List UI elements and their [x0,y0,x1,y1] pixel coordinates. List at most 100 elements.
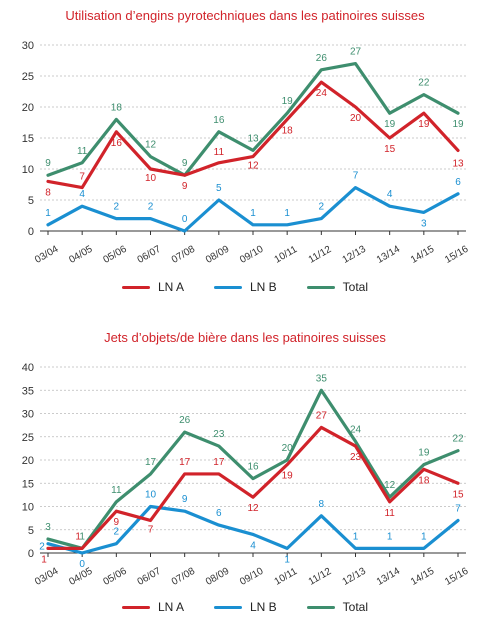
data-label-lna: 19 [418,119,430,130]
series-line-lna [46,80,460,190]
data-label-lna: 15 [384,144,396,155]
data-label-lnb: 4 [79,189,85,200]
data-label-lna: 13 [452,158,464,169]
data-label-lna: 12 [247,161,259,172]
data-label-total: 22 [418,78,430,89]
data-label-total: 19 [452,119,464,130]
legend-label-lna: LN A [157,280,184,294]
legend-label-lnb: LN B [249,600,277,614]
data-label-lnb: 2 [148,202,154,213]
legend-swatch-total [306,285,335,289]
x-tick-label: 15/16 [443,244,471,266]
data-label-total: 9 [45,158,51,169]
data-label-lna: 1 [75,531,81,542]
x-tick-label: 09/10 [238,244,266,266]
series-line-lna [46,425,460,550]
data-label-lna: 17 [213,457,225,468]
x-tick-label: 03/04 [33,566,61,588]
x-tick-label: 06/07 [136,566,164,588]
y-tick-label: 20 [22,102,34,114]
data-label-lna: 11 [214,147,225,158]
x-tick-label: 05/06 [101,244,129,266]
data-label-total: 11 [111,485,122,496]
x-tick-label: 14/15 [409,244,437,266]
data-label-lna: 23 [350,452,362,463]
data-label-lna: 9 [182,181,188,192]
data-label-lnb: 9 [182,494,188,505]
legend-label-total: Total [342,600,369,614]
x-tick-label: 13/14 [375,244,403,266]
data-label-lna: 18 [418,475,430,486]
series-line-lnb [46,504,460,555]
legend-item-lnb: LN B [213,600,277,614]
x-tick-label: 08/09 [204,566,232,588]
y-tick-label: 0 [28,548,34,560]
legend-swatch-lna [121,285,150,289]
series-line-total [46,388,460,550]
x-tick-label: 12/13 [341,244,369,266]
data-label-total: 26 [179,415,191,426]
data-label-lna: 16 [111,138,123,149]
legend-swatch-total [306,605,335,609]
x-tick-label: 07/08 [170,566,198,588]
pyrotechnics-chart: Utilisation d’engins pyrotechniques dans… [0,0,490,310]
y-tick-label: 25 [22,71,34,83]
series-line-total [46,61,460,177]
x-tick-label: 04/05 [67,244,95,266]
data-label-lnb: 6 [216,508,222,519]
chart-title: Jets d’objets/de bière dans les patinoir… [104,330,386,345]
data-label-lnb: 5 [216,183,222,194]
y-tick-label: 15 [22,133,34,145]
data-label-lna: 9 [114,517,120,528]
y-tick-label: 25 [22,432,34,444]
data-label-lnb: 2 [114,527,120,538]
x-tick-label: 13/14 [375,566,403,588]
y-tick-label: 15 [22,478,34,490]
chart-title: Utilisation d’engins pyrotechniques dans… [65,8,425,23]
data-label-total: 16 [247,462,259,473]
data-label-total: 24 [350,424,362,435]
data-label-total: 3 [45,522,51,533]
data-label-total: 27 [350,47,362,58]
data-label-lnb: 1 [387,531,393,542]
legend-label-total: Total [342,280,369,294]
data-label-total: 13 [247,133,259,144]
data-label-lnb: 7 [455,503,461,514]
data-label-lnb: 4 [250,540,256,551]
legend: LN A LN B Total [0,280,490,294]
series-line-lnb [46,186,460,233]
data-label-total: 35 [316,373,328,384]
x-tick-label: 14/15 [409,566,437,588]
legend-swatch-lnb [213,605,242,609]
data-label-total: 1 [79,531,85,542]
y-tick-label: 5 [28,195,34,207]
data-label-lna: 27 [316,410,328,421]
data-label-lnb: 1 [353,531,359,542]
y-tick-label: 30 [22,409,34,421]
data-label-lnb: 3 [421,218,427,229]
x-tick-label: 03/04 [33,244,61,266]
data-label-lna: 7 [79,172,85,183]
data-label-lna: 15 [452,489,464,500]
data-label-total: 23 [213,429,225,440]
x-tick-label: 10/11 [273,566,300,588]
y-tick-label: 10 [22,502,34,514]
data-label-lnb: 7 [353,171,359,182]
legend-item-total: Total [306,280,369,294]
data-label-lnb: 2 [39,542,45,553]
data-label-lna: 11 [384,508,395,519]
data-label-total: 11 [77,146,88,157]
legend-item-total: Total [306,600,369,614]
data-label-lna: 7 [148,524,154,535]
x-tick-label: 05/06 [101,566,129,588]
data-label-total: 19 [282,96,294,107]
legend-label-lna: LN A [157,600,184,614]
data-label-total: 19 [418,448,430,459]
x-tick-label: 08/09 [204,244,232,266]
y-tick-label: 0 [28,226,34,238]
x-tick-label: 07/08 [170,244,198,266]
legend: LN A LN B Total [0,600,490,614]
y-tick-label: 5 [28,525,34,537]
